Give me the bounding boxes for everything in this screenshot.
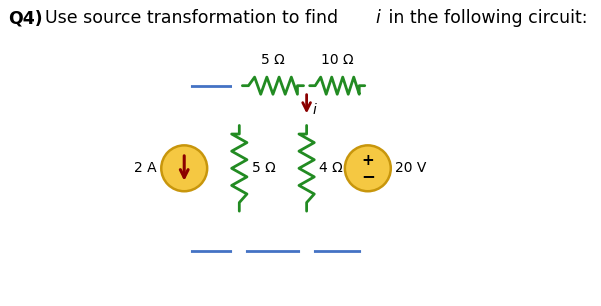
Text: 2 A: 2 A bbox=[134, 161, 157, 175]
Text: 20 V: 20 V bbox=[395, 161, 427, 175]
Text: 5 Ω: 5 Ω bbox=[261, 53, 285, 67]
Text: Use source transformation to find: Use source transformation to find bbox=[45, 9, 344, 27]
Text: +: + bbox=[361, 153, 374, 168]
Text: 4 Ω: 4 Ω bbox=[319, 161, 343, 175]
Text: i: i bbox=[312, 103, 316, 117]
Text: i: i bbox=[376, 9, 380, 27]
Text: −: − bbox=[361, 167, 375, 185]
Circle shape bbox=[345, 145, 391, 191]
Text: in the following circuit:: in the following circuit: bbox=[383, 9, 588, 27]
Text: 5 Ω: 5 Ω bbox=[252, 161, 275, 175]
Circle shape bbox=[161, 145, 207, 191]
Text: Q4): Q4) bbox=[8, 9, 43, 27]
Text: 10 Ω: 10 Ω bbox=[321, 53, 353, 67]
